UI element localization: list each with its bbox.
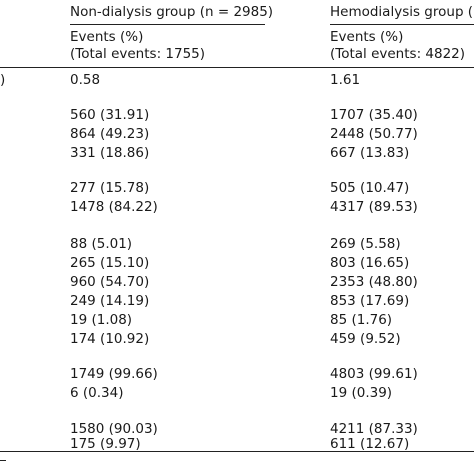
column-header-non-dialysis: Non-dialysis group (n = 2985)	[70, 4, 274, 20]
cell-non-dialysis: 249 (14.19)	[70, 293, 150, 309]
cell-non-dialysis: 1749 (99.66)	[70, 366, 158, 382]
cell-hemodialysis: 4803 (99.61)	[330, 366, 418, 382]
cell-non-dialysis: 1478 (84.22)	[70, 199, 158, 215]
cell-hemodialysis: 4211 (87.33)	[330, 421, 418, 437]
header-underline-non-dialysis	[70, 24, 265, 25]
subheader-events-hemodialysis: Events (%)	[330, 29, 404, 45]
cell-non-dialysis: 174 (10.92)	[70, 331, 150, 347]
cell-hemodialysis: 2353 (48.80)	[330, 274, 418, 290]
cell-non-dialysis: 331 (18.86)	[70, 145, 150, 161]
cell-hemodialysis: 667 (13.83)	[330, 145, 410, 161]
cell-hemodialysis: 611 (12.67)	[330, 436, 410, 452]
cell-hemodialysis: 4317 (89.53)	[330, 199, 418, 215]
cell-hemodialysis: 1707 (35.40)	[330, 107, 418, 123]
cell-non-dialysis: 88 (5.01)	[70, 236, 133, 252]
cell-hemodialysis: 1.61	[330, 72, 361, 88]
column-header-hemodialysis: Hemodialysis group (n	[330, 4, 474, 20]
subheader-total-hemodialysis: (Total events: 4822)	[330, 46, 466, 62]
cell-non-dialysis: 960 (54.70)	[70, 274, 150, 290]
cell-non-dialysis: 265 (15.10)	[70, 255, 150, 271]
cell-non-dialysis: 0.58	[70, 72, 101, 88]
cell-non-dialysis: 560 (31.91)	[70, 107, 150, 123]
cell-hemodialysis: 803 (16.65)	[330, 255, 410, 271]
cell-hemodialysis: 85 (1.76)	[330, 312, 393, 328]
cell-hemodialysis: 19 (0.39)	[330, 385, 393, 401]
table-header-rule	[0, 67, 474, 68]
cell-hemodialysis: 269 (5.58)	[330, 236, 401, 252]
cell-hemodialysis: 505 (10.47)	[330, 180, 410, 196]
cell-hemodialysis: 459 (9.52)	[330, 331, 401, 347]
subheader-total-non-dialysis: (Total events: 1755)	[70, 46, 206, 62]
header-underline-hemodialysis	[330, 24, 474, 25]
subheader-events-non-dialysis: Events (%)	[70, 29, 144, 45]
cell-non-dialysis: 864 (49.23)	[70, 126, 150, 142]
table-bottom-rule	[0, 451, 474, 452]
footnote-mark	[0, 460, 6, 461]
cell-hemodialysis: 853 (17.69)	[330, 293, 410, 309]
cell-non-dialysis: 175 (9.97)	[70, 436, 141, 452]
row-stub-fragment: )	[0, 72, 6, 88]
cell-non-dialysis: 19 (1.08)	[70, 312, 133, 328]
cell-non-dialysis: 6 (0.34)	[70, 385, 124, 401]
cell-non-dialysis: 277 (15.78)	[70, 180, 150, 196]
cell-hemodialysis: 2448 (50.77)	[330, 126, 418, 142]
cell-non-dialysis: 1580 (90.03)	[70, 421, 158, 437]
